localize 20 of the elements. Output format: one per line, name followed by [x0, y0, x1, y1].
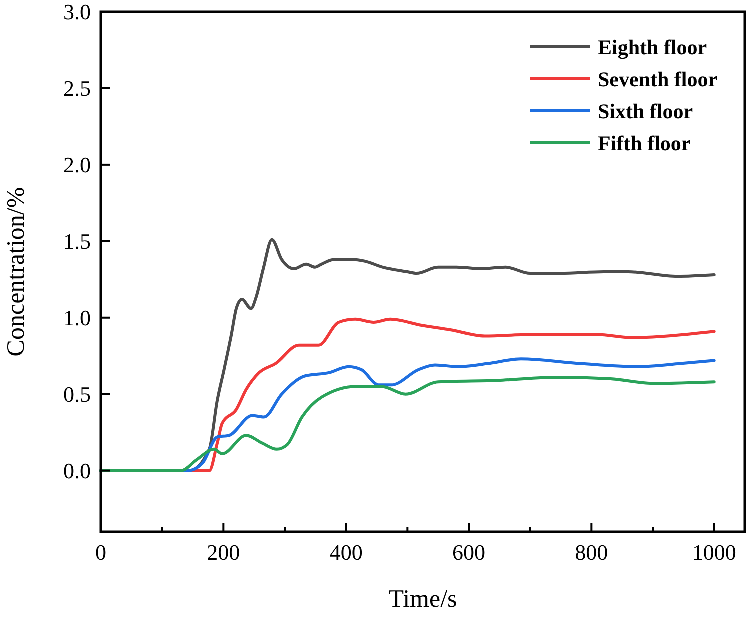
y-tick-label: 2.5: [64, 76, 91, 102]
x-tick-label: 200: [207, 540, 240, 565]
x-tick-label: 0: [96, 540, 106, 565]
y-tick-label: 2.0: [64, 152, 91, 178]
legend-label: Seventh floor: [598, 67, 718, 92]
legend-label: Sixth floor: [598, 99, 694, 124]
legend-label: Eighth floor: [598, 35, 708, 60]
x-tick-label: 800: [575, 540, 608, 565]
legend-label: Fifth floor: [598, 131, 691, 156]
y-tick-label: 1.0: [64, 306, 91, 331]
line-series: [100, 376, 716, 472]
y-tick-label: 1.5: [64, 229, 91, 254]
x-tick-label: 400: [330, 540, 363, 565]
y-tick-label: 0.5: [64, 382, 91, 408]
x-tick-label: 1000: [692, 540, 736, 565]
x-axis-title: Time/s: [388, 586, 458, 613]
y-tick-label: 3.0: [64, 0, 91, 25]
y-tick-label: 0.0: [64, 458, 91, 484]
y-axis-title: Concentration/%: [3, 187, 30, 357]
x-tick-label: 600: [452, 540, 486, 565]
